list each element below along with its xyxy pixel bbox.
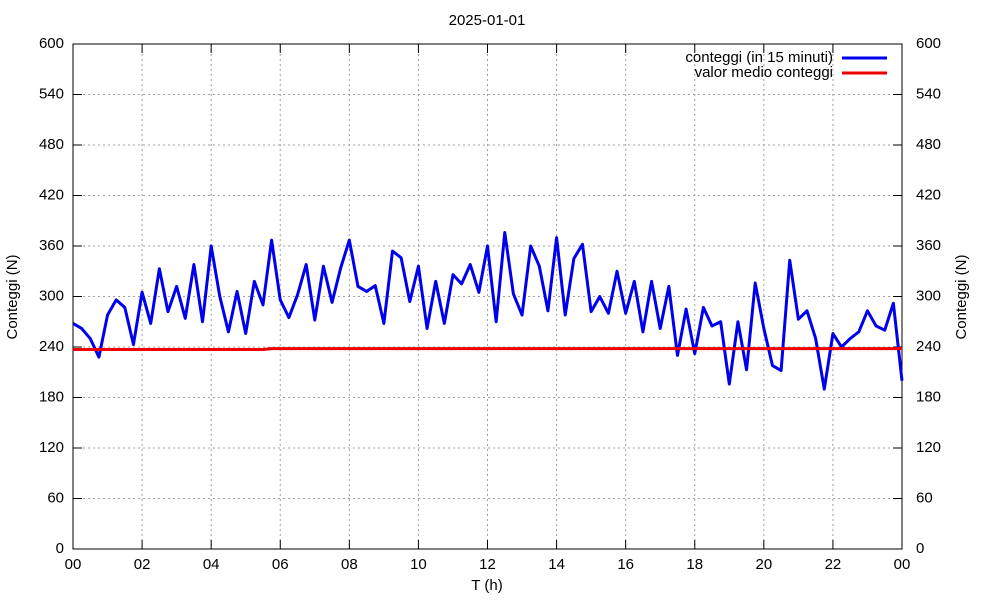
x-tick-label: 12 xyxy=(479,556,496,573)
x-tick-label: 10 xyxy=(410,556,427,573)
series-line xyxy=(73,347,902,352)
y2-tick-label: 240 xyxy=(916,338,941,355)
legend-label: conteggi (in 15 minuti) xyxy=(685,49,833,66)
y-tick-label: 120 xyxy=(39,439,64,456)
y2-tick-label: 300 xyxy=(916,287,941,304)
chart-title: 2025-01-01 xyxy=(449,12,526,29)
y-tick-label: 360 xyxy=(39,237,64,254)
x-tick-label: 18 xyxy=(686,556,703,573)
y-tick-label: 240 xyxy=(39,338,64,355)
y2-tick-label: 600 xyxy=(916,35,941,52)
y-tick-label: 540 xyxy=(39,85,64,102)
x-tick-label: 08 xyxy=(341,556,358,573)
y-tick-label: 300 xyxy=(39,287,64,304)
y2-tick-label: 60 xyxy=(916,489,933,506)
y-tick-label: 600 xyxy=(39,35,64,52)
x-tick-label: 16 xyxy=(617,556,634,573)
y-tick-label: 180 xyxy=(39,388,64,405)
y2-tick-label: 360 xyxy=(916,237,941,254)
y2-tick-label: 420 xyxy=(916,186,941,203)
y2-tick-label: 480 xyxy=(916,136,941,153)
y-tick-label: 420 xyxy=(39,186,64,203)
y2-tick-label: 540 xyxy=(916,85,941,102)
x-tick-label: 06 xyxy=(272,556,289,573)
y2-tick-label: 0 xyxy=(916,540,924,557)
x-tick-label: 00 xyxy=(894,556,911,573)
x-tick-label: 20 xyxy=(755,556,772,573)
x-tick-label: 14 xyxy=(548,556,565,573)
y-tick-label: 0 xyxy=(56,540,64,557)
legend-label: valor medio conteggi xyxy=(695,64,833,81)
y2-tick-label: 120 xyxy=(916,439,941,456)
y-tick-label: 480 xyxy=(39,136,64,153)
plot-border xyxy=(72,43,903,550)
y-tick-label: 60 xyxy=(47,489,64,506)
y2-axis-label: Conteggi (N) xyxy=(953,254,970,339)
x-tick-label: 04 xyxy=(203,556,220,573)
x-tick-label: 02 xyxy=(134,556,151,573)
y2-tick-label: 180 xyxy=(916,388,941,405)
y-axis-label: Conteggi (N) xyxy=(4,254,21,339)
x-tick-label: 22 xyxy=(825,556,842,573)
x-tick-label: 00 xyxy=(65,556,82,573)
series-line xyxy=(72,231,904,391)
x-axis-label: T (h) xyxy=(471,577,502,594)
